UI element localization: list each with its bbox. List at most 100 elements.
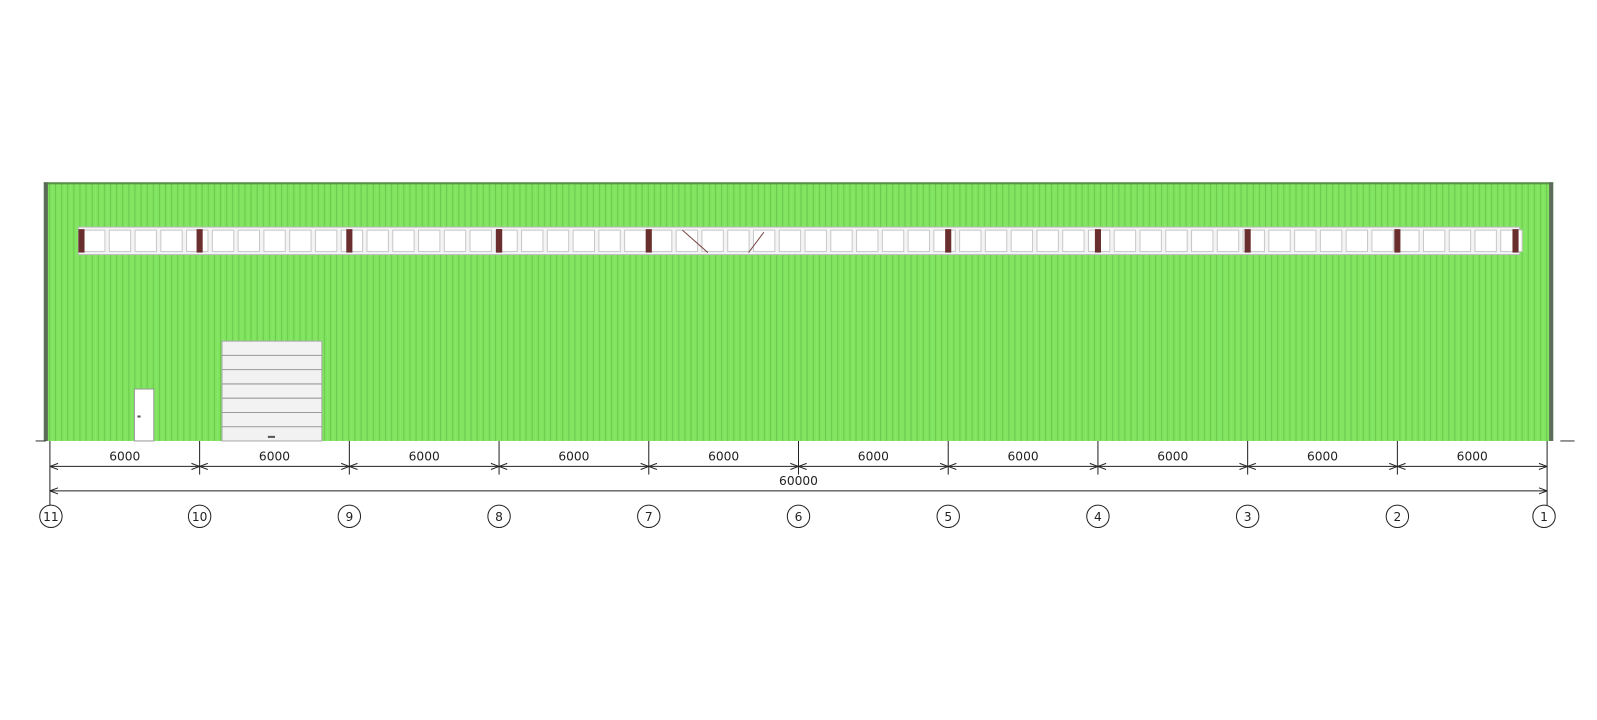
span-label: 6000: [259, 450, 290, 464]
span-label: 6000: [409, 450, 440, 464]
window-mullion: [945, 229, 952, 253]
axis-label: 10: [192, 510, 208, 524]
dim-arrow: [939, 462, 949, 470]
window-pane: [443, 229, 467, 253]
axis-bubble: [337, 504, 362, 529]
window-pane: [83, 229, 106, 253]
axis-bubble: [936, 504, 960, 529]
dim-arrow: [1089, 462, 1099, 470]
dim-arrow: [1097, 462, 1107, 470]
axis-label: 8: [495, 510, 503, 524]
window-pane: [1113, 229, 1137, 253]
window-pane: [598, 229, 621, 253]
axis-bubble: [1532, 504, 1556, 529]
window-pane: [701, 229, 724, 253]
window-pane: [1294, 229, 1317, 253]
window-pane: [1268, 229, 1291, 253]
window-pane: [624, 229, 647, 253]
axis-bubble: [1086, 504, 1110, 529]
vent-sash: [748, 231, 765, 253]
window-pane: [366, 229, 389, 253]
axis-label: 7: [645, 510, 653, 524]
dim-arrow: [1389, 462, 1398, 470]
axis-label: 5: [944, 510, 952, 524]
window-mullion: [78, 229, 85, 253]
total-label: 60000: [779, 474, 818, 488]
axis-label: 11: [43, 510, 59, 524]
window-pane: [1036, 229, 1059, 253]
window-pane: [108, 229, 132, 253]
dim-arrow: [1397, 462, 1406, 470]
window-mullion: [196, 229, 203, 253]
window-pane: [907, 229, 930, 253]
window-pane: [521, 229, 544, 253]
window-pane: [1216, 229, 1240, 253]
dim-arrow: [1538, 462, 1548, 470]
dim-arrow: [1239, 462, 1248, 470]
dim-arrow: [498, 462, 508, 470]
wall-edge: [43, 182, 48, 441]
gate-handle: [267, 435, 275, 438]
axis-bubble: [187, 504, 212, 529]
span-label: 6000: [708, 450, 739, 464]
window-pane: [830, 229, 853, 253]
span-label: 6000: [1157, 450, 1188, 464]
dim-arrow: [1247, 462, 1256, 470]
window-pane: [1500, 229, 1523, 253]
axis-bubble: [487, 504, 511, 529]
window-pane: [392, 229, 415, 253]
window-pane: [1448, 229, 1472, 253]
window-pane: [1139, 229, 1162, 253]
axis-bubble: [39, 504, 63, 529]
window-pane: [1474, 229, 1497, 253]
dim-arrow: [490, 462, 500, 470]
window-pane: [984, 229, 1008, 253]
gate: [221, 340, 323, 442]
window-mullion: [1394, 229, 1401, 253]
axis-bubble: [1235, 504, 1260, 529]
wall-top: [43, 182, 1554, 185]
window-pane: [752, 229, 776, 253]
span-label: 6000: [858, 450, 889, 464]
axis-label: 2: [1393, 510, 1401, 524]
window-pane: [1165, 229, 1188, 253]
dimensions: 11 10 9 8 7 6 5 4 3 2 1 6000 6000 6000 6000 6000 6000 600…: [35, 440, 1575, 529]
span-label: 6000: [1307, 450, 1338, 464]
dim-arrow: [49, 487, 59, 495]
window-pane: [804, 229, 827, 253]
window-pane: [469, 229, 492, 253]
span-label: 6000: [109, 450, 140, 464]
window-mullion: [1244, 229, 1251, 253]
axis-label: 6: [795, 510, 803, 524]
axis-bubble: [786, 504, 811, 529]
window-pane: [649, 229, 673, 253]
dim-arrow: [49, 462, 59, 470]
dim-arrow: [349, 462, 358, 470]
window-pane: [314, 229, 338, 253]
dim-arrow: [341, 462, 350, 470]
vent-sash: [682, 229, 709, 253]
dim-arrow: [640, 462, 649, 470]
window-pane: [1319, 229, 1343, 253]
window-pane: [1345, 229, 1369, 253]
window-mullion: [1512, 229, 1519, 253]
wall-edge: [1549, 182, 1554, 441]
window-pane: [134, 229, 157, 253]
window-pane: [1010, 229, 1034, 253]
dim-arrow: [790, 462, 799, 470]
window-pane: [211, 229, 235, 253]
window-pane: [727, 229, 750, 253]
window-pane: [289, 229, 312, 253]
window-pane: [1191, 229, 1214, 253]
dim-arrow: [191, 462, 200, 470]
axis-label: 3: [1244, 510, 1252, 524]
window-mullion: [496, 229, 503, 253]
window-pane: [237, 229, 261, 253]
span-label: 6000: [1008, 450, 1039, 464]
dim-arrow: [948, 462, 957, 470]
window-mullion: [346, 229, 353, 253]
window-pane: [778, 229, 802, 253]
window-pane: [160, 229, 183, 253]
axis-bubble: [637, 504, 661, 529]
